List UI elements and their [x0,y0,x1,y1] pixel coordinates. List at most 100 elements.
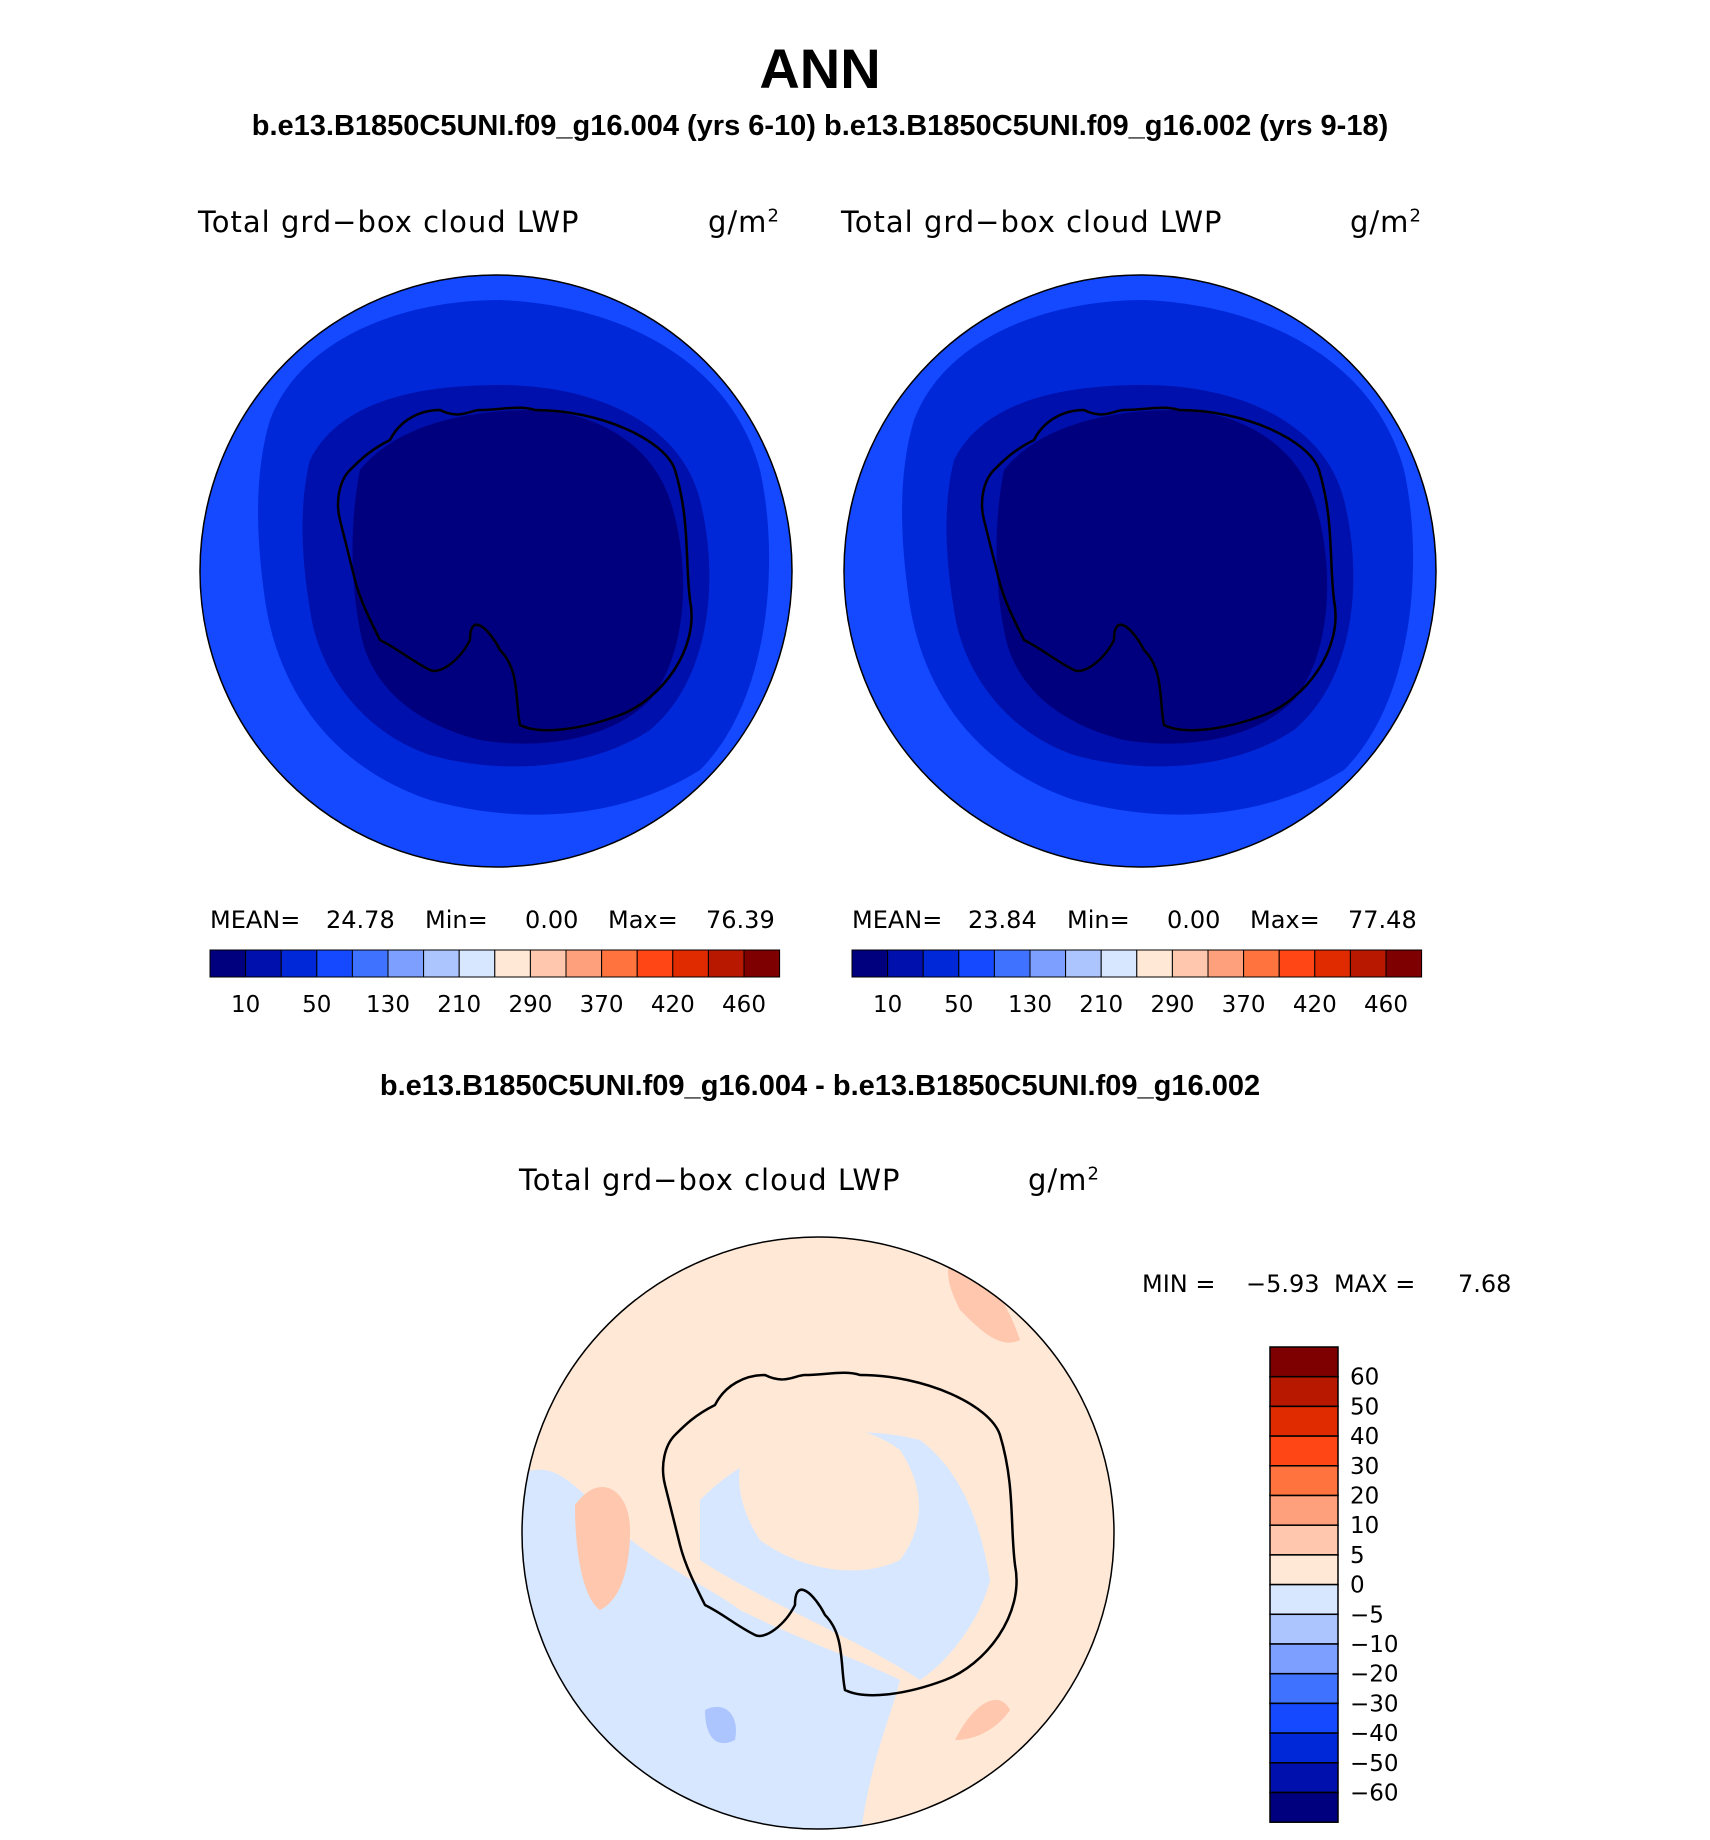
panel-1-map-frame [199,274,793,868]
panel-1-mean-value: 24.78 [326,906,395,934]
diff-colorbar-box [1269,1346,1339,1378]
diff-colorbar-tick-label: 50 [1350,1394,1379,1420]
diff-colorbar-box [1269,1375,1339,1408]
diff-colorbar-tick-label: −5 [1350,1602,1384,1628]
diff-max-label: MAX = [1334,1270,1416,1298]
diff-colorbar-tick-label: 40 [1350,1424,1379,1450]
panel-2-colorbar-box [1243,949,1280,978]
diff-colorbar-tick-label: −40 [1350,1721,1399,1747]
panel-1-colorbar-box [672,949,709,978]
panel-2-colorbar-box [1065,949,1102,978]
panel-2-mean-value: 23.84 [968,906,1037,934]
panel-1-min-value: 0.00 [525,906,579,934]
diff-colorbar-box [1269,1643,1339,1675]
panel-1-colorbar-box [458,949,496,978]
panel-2-colorbar-box [1207,949,1245,978]
panel-1-colorbar-tick-label: 130 [366,992,410,1018]
diff-colorbar-tick-label: 30 [1350,1454,1379,1480]
panel-2-colorbar-box [922,949,960,978]
panel-1-colorbar-box [423,949,460,978]
diff-colorbar-box [1269,1613,1339,1645]
diff-colorbar-tick-label: 10 [1350,1513,1379,1539]
panel-1-colorbar-tick-label: 420 [651,992,695,1018]
panel-2-colorbar-box [887,949,924,978]
panel-2-core-band [996,410,1328,744]
diff-map [521,1236,1115,1830]
panel-2-colorbar-tick-label: 290 [1150,992,1194,1018]
diff-positive-patch-west [575,1486,630,1610]
panel-1-colorbar-box [601,949,638,978]
panel-2-colorbar-tick-label: 10 [873,992,902,1018]
diff-panel-variable-label: Total grd−box cloud LWP [519,1163,901,1197]
panel-1-colorbar-tick-label: 10 [231,992,260,1018]
panel-1-colorbar-tick-label: 460 [722,992,766,1018]
diff-min-value: −5.93 [1246,1270,1320,1298]
panel-1-colorbar-tick-label: 370 [580,992,624,1018]
panel-2-colorbar-tick-label: 210 [1079,992,1123,1018]
diff-colorbar-tick-label: −30 [1350,1691,1399,1717]
diff-colorbar-box [1269,1762,1339,1794]
panel-1-colorbar-box [707,949,745,978]
panel-1-colorbar-box [743,949,781,978]
panel-2-colorbar-box [1314,949,1351,978]
panel-2-map [843,274,1437,868]
diff-colorbar-tick-label: −60 [1350,1781,1399,1807]
diff-colorbar-box [1269,1435,1339,1467]
panel-2-colorbar-box [1349,949,1387,978]
panel-2-colorbar-box [1136,949,1173,978]
panel-2-colorbar-tick-label: 50 [944,992,973,1018]
diff-positive-patch-east [955,1700,1010,1740]
case-subtitle: b.e13.B1850C5UNI.f09_g16.004 (yrs 6-10) … [251,110,1389,142]
diff-colorbar-box [1269,1583,1339,1616]
panel-2-mean-label: MEAN= [852,906,943,934]
diff-colorbar-tick-label: −10 [1350,1632,1399,1658]
panel-1-min-label: Min= [425,906,488,934]
panel-1-colorbar: 10 50 130 210 290 370 420 460 [209,949,781,1018]
panel-2-map-frame [843,274,1437,868]
panel-1-colorbar-box [245,949,282,978]
diff-colorbar-box [1269,1791,1339,1823]
diff-panel-unit-label: g/m2 [1028,1163,1100,1197]
diff-colorbar-tick-label: 20 [1350,1484,1379,1510]
diff-colorbar-box [1269,1702,1339,1734]
panel-1-colorbar-box [209,949,247,978]
page-title: ANN [759,37,881,100]
panel-2-colorbar-box [993,949,1031,978]
diff-colorbar-tick-label: −50 [1350,1751,1399,1777]
panel-1-variable-label: Total grd−box cloud LWP [198,205,580,239]
diff-colorbar-tick-label: 0 [1350,1573,1365,1599]
diff-colorbar-box [1269,1524,1339,1556]
panel-2-max-value: 77.48 [1348,906,1417,934]
diff-map-frame [521,1236,1115,1830]
panel-2-colorbar-box [1385,949,1423,978]
panel-1-colorbar-tick-label: 290 [508,992,552,1018]
diff-colorbar-tick-label: 5 [1350,1543,1365,1569]
panel-1-unit-label: g/m2 [708,205,780,239]
panel-2-max-label: Max= [1250,906,1320,934]
panel-1-antarctica-coastline [336,406,693,732]
panel-2-colorbar-tick-label: 130 [1008,992,1052,1018]
difference-title: b.e13.B1850C5UNI.f09_g16.004 - b.e13.B18… [379,1070,1261,1102]
diff-colorbar-tick-label: −20 [1350,1662,1399,1688]
panel-1-core-band [352,410,684,744]
panel-2-min-value: 0.00 [1167,906,1221,934]
diff-negative-patch-south [705,1706,736,1744]
panel-2-colorbar-box [1029,949,1067,978]
panel-2-colorbar-box [1171,949,1209,978]
panel-2-colorbar-box [958,949,995,978]
panel-1-colorbar-box [529,949,567,978]
diff-min-label: MIN = [1142,1270,1216,1298]
panel-2-colorbar: 10 50 130 210 290 370 420 460 [851,949,1423,1018]
panel-1-map [199,274,793,868]
panel-1-colorbar-box [387,949,425,978]
diff-colorbar-box [1269,1405,1339,1437]
diff-antarctica-coastline [661,1371,1018,1697]
diff-colorbar-box [1269,1732,1339,1764]
panel-2-colorbar-box [851,949,889,978]
panel-2-colorbar-tick-label: 370 [1222,992,1266,1018]
panel-2-colorbar-tick-label: 420 [1293,992,1337,1018]
panel-1-colorbar-box [565,949,603,978]
panel-1-max-value: 76.39 [706,906,775,934]
